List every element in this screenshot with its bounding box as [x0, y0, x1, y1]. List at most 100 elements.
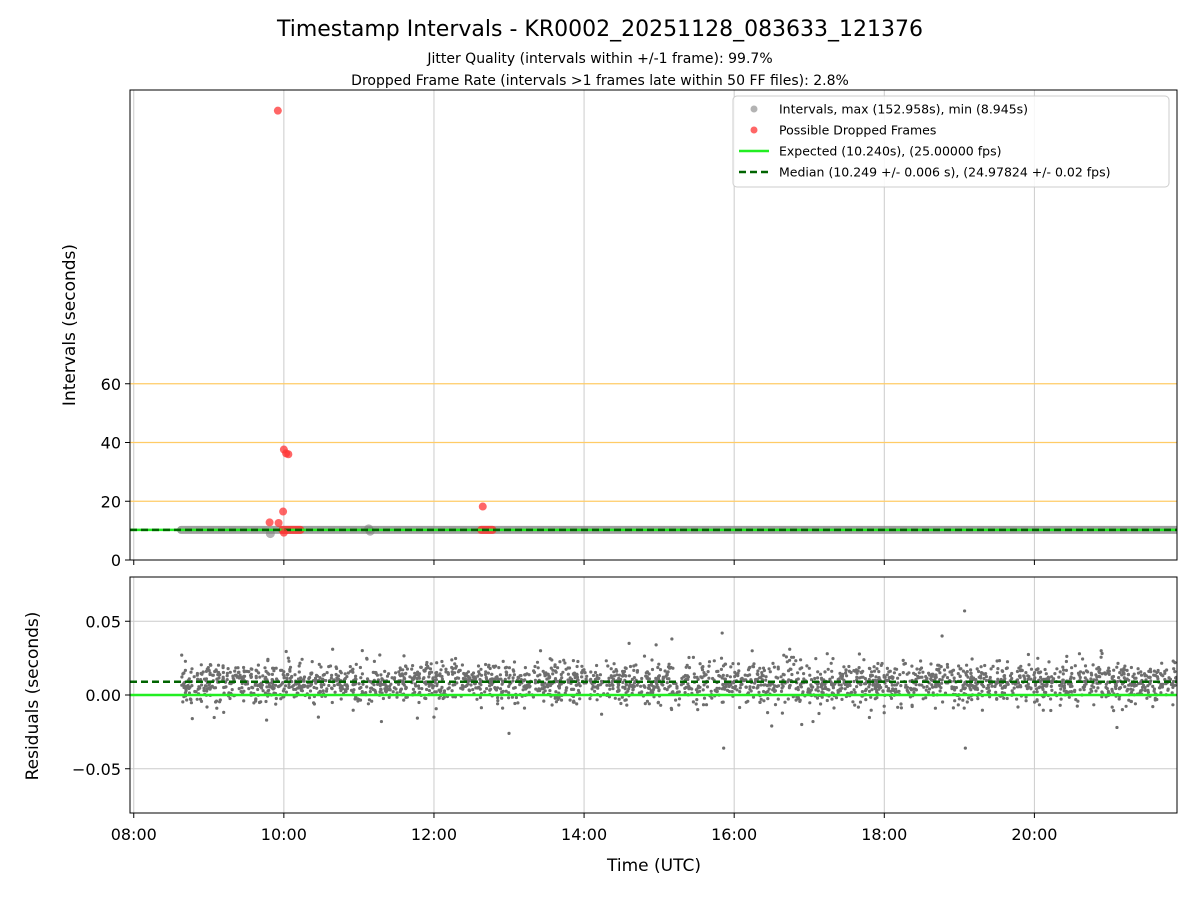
residual-point: [773, 689, 778, 693]
residual-point: [953, 699, 957, 703]
residual-point: [432, 715, 436, 719]
residual-point: [281, 672, 285, 677]
residual-point: [467, 688, 471, 692]
residual-point: [439, 668, 443, 672]
residual-point: [820, 677, 824, 682]
residual-point: [782, 653, 786, 657]
residual-point: [588, 697, 592, 701]
residual-point: [830, 697, 834, 701]
residual-point: [1171, 682, 1175, 687]
residual-point: [980, 708, 985, 712]
residual-point: [1126, 673, 1130, 677]
residual-point: [228, 696, 232, 701]
residual-point: [977, 669, 981, 674]
residual-point: [616, 685, 620, 689]
residual-point: [677, 690, 681, 694]
residual-point: [563, 661, 567, 665]
residual-point: [759, 697, 763, 701]
residual-point: [729, 665, 733, 669]
residual-point: [776, 676, 780, 680]
residual-point: [860, 690, 865, 694]
residual-point: [309, 672, 313, 676]
residual-point: [1032, 690, 1036, 694]
residual-point: [885, 666, 890, 671]
residual-point: [961, 669, 966, 673]
residual-point: [740, 676, 744, 681]
residual-point: [751, 664, 755, 668]
residual-point: [501, 689, 505, 693]
residual-point: [967, 696, 971, 700]
residual-point: [393, 676, 397, 680]
residual-point: [446, 672, 450, 676]
residual-point: [886, 679, 890, 683]
residual-point: [631, 688, 635, 692]
residual-point: [858, 700, 863, 704]
residual-point: [657, 688, 661, 692]
residual-point: [652, 685, 656, 689]
residual-point: [550, 703, 554, 707]
residual-point: [938, 671, 942, 675]
residual-point: [930, 683, 934, 687]
residual-point: [950, 687, 954, 691]
residual-point: [907, 691, 911, 695]
residual-point: [501, 659, 505, 664]
residual-point: [1120, 682, 1124, 686]
residual-point: [1033, 700, 1037, 704]
residual-point: [1168, 677, 1173, 681]
residual-point: [319, 683, 323, 687]
residual-point: [954, 686, 959, 690]
time-xtick-label: 20:00: [1011, 825, 1057, 844]
residual-point: [423, 669, 427, 673]
residual-point: [819, 702, 823, 706]
residual-point: [1053, 691, 1057, 695]
residual-point: [533, 678, 538, 682]
residual-point: [695, 698, 699, 702]
residual-point: [572, 671, 577, 675]
residual-point: [715, 669, 719, 674]
residual-point: [905, 688, 909, 692]
residual-point: [1123, 685, 1127, 689]
residual-point: [694, 688, 699, 692]
residual-point: [632, 684, 637, 689]
residual-point: [197, 685, 201, 689]
residual-point: [1159, 672, 1163, 676]
residual-point: [766, 697, 770, 701]
residual-point: [575, 675, 580, 680]
residual-point: [334, 672, 338, 677]
residual-point: [647, 702, 651, 706]
residual-point: [253, 683, 257, 687]
residual-point: [839, 674, 843, 678]
residual-point: [365, 656, 369, 660]
residual-point: [738, 686, 742, 690]
residual-point: [397, 670, 401, 674]
residual-point: [1110, 705, 1114, 709]
residual-point: [1098, 671, 1102, 675]
residual-point: [783, 700, 787, 704]
residual-point: [366, 702, 370, 706]
residual-point: [195, 697, 199, 701]
residual-point: [1112, 668, 1116, 672]
residual-point: [867, 685, 871, 689]
residual-point: [503, 666, 507, 670]
residual-point: [199, 699, 204, 704]
residual-point: [464, 674, 468, 678]
residual-point: [204, 669, 208, 674]
residual-point: [404, 685, 408, 689]
residual-point: [874, 675, 878, 679]
residual-point: [524, 687, 528, 691]
residual-point: [875, 696, 879, 700]
residual-point: [1098, 667, 1102, 672]
residual-point: [331, 647, 335, 651]
residual-point: [566, 666, 570, 670]
residual-point: [498, 673, 502, 677]
residual-point: [566, 680, 571, 684]
residual-point: [828, 677, 832, 681]
residual-point: [891, 687, 895, 691]
residual-point: [821, 687, 825, 691]
residual-point: [200, 683, 204, 687]
residual-point: [402, 683, 406, 687]
residual-point: [1127, 678, 1131, 682]
residual-point: [595, 673, 599, 678]
residual-point: [1095, 667, 1099, 671]
residual-point: [270, 680, 274, 685]
